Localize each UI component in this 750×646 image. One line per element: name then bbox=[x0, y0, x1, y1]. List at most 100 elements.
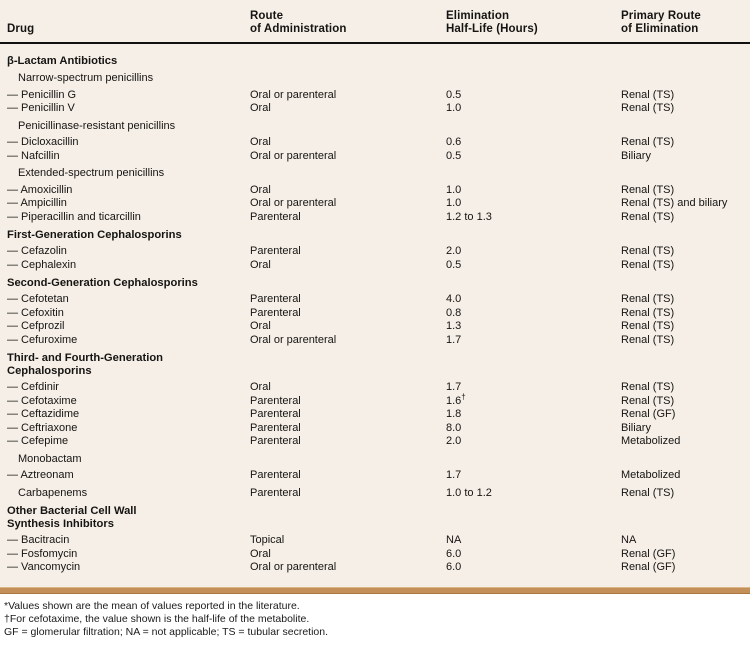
table-row: — Vancomycin Oral or parenteral 6.0 Renal (… bbox=[7, 561, 746, 575]
half-life-cell: 1.3 bbox=[446, 320, 462, 332]
table-row: — Ceftazidime Parenteral 1.8 Renal (GF) bbox=[7, 408, 746, 422]
table-row: — Cephalexin Oral 0.5 Renal (TS) bbox=[7, 259, 746, 273]
half-life-cell: 4.0 bbox=[446, 293, 462, 305]
table-row: — Cefdinir Oral 1.7 Renal (TS) bbox=[7, 381, 746, 395]
table-row: — Cefotetan Parenteral 4.0 Renal (TS) bbox=[7, 293, 746, 307]
route-cell bbox=[250, 505, 446, 531]
section-row: Other Bacterial Cell Wall Synthesis Inhi… bbox=[7, 505, 746, 531]
drug-cell: — Aztreonam bbox=[7, 469, 74, 481]
elimination-cell bbox=[621, 352, 746, 378]
route-cell: Oral bbox=[250, 136, 271, 148]
route-cell: Oral or parenteral bbox=[250, 333, 337, 346]
half-life-cell: 0.5 bbox=[446, 88, 462, 101]
elimination-cell: Metabolized bbox=[621, 435, 681, 447]
table-bottom-bar bbox=[0, 586, 750, 594]
half-life-cell bbox=[446, 453, 621, 467]
elimination-cell: Biliary bbox=[621, 421, 651, 434]
route-cell: Parenteral bbox=[250, 469, 301, 481]
route-cell bbox=[250, 55, 446, 68]
column-header-half-life: Elimination Half-Life (Hours) bbox=[446, 10, 538, 35]
route-cell: Oral or parenteral bbox=[250, 561, 337, 573]
drug-cell: — Cefepime bbox=[7, 435, 69, 447]
half-life-cell: 1.8 bbox=[446, 408, 462, 420]
half-life-cell: NA bbox=[446, 534, 462, 546]
footnote-cefotaxime: †For cefotaxime, the value shown is the … bbox=[4, 612, 310, 625]
elimination-cell: Renal (TS) bbox=[621, 183, 675, 196]
section-row: β-Lactam Antibiotics bbox=[7, 55, 746, 68]
route-cell: Parenteral bbox=[250, 394, 301, 407]
route-cell: Parenteral bbox=[250, 486, 301, 499]
drug-cell: Penicillinase-resistant penicillins bbox=[18, 119, 176, 132]
drug-cell: — Penicillin V bbox=[7, 102, 75, 114]
half-life-cell bbox=[446, 167, 621, 181]
route-cell bbox=[250, 120, 446, 134]
half-life-cell: 1.0 to 1.2 bbox=[446, 486, 492, 499]
half-life-cell: 0.5 bbox=[446, 149, 462, 162]
drug-cell: — Fosfomycin bbox=[7, 547, 78, 560]
drug-cell: Extended-spectrum penicillins bbox=[18, 167, 165, 179]
drug-table: Drug Route of Administration Elimination… bbox=[0, 0, 750, 587]
drug-cell: — Cefprozil bbox=[7, 320, 65, 332]
footnote-values: *Values shown are the mean of values rep… bbox=[4, 599, 300, 612]
half-life-cell bbox=[446, 352, 621, 378]
drug-cell: — Penicillin G bbox=[7, 88, 77, 101]
table-row: — Bacitracin Topical NA NA bbox=[7, 534, 746, 548]
drug-cell: — Cefotaxime bbox=[7, 394, 77, 407]
table-row: — Penicillin V Oral 1.0 Renal (TS) bbox=[7, 102, 746, 116]
half-life-cell: 0.6 bbox=[446, 136, 462, 148]
table-row: — Aztreonam Parenteral 1.7 Metabolized bbox=[7, 469, 746, 483]
half-life-cell bbox=[446, 55, 621, 68]
route-cell: Oral bbox=[250, 320, 271, 332]
half-life-value: 1.6 bbox=[446, 394, 462, 407]
half-life-cell bbox=[446, 229, 621, 242]
drug-cell: — Dicloxacillin bbox=[7, 136, 79, 148]
table-row: — Cefazolin Parenteral 2.0 Renal (TS) bbox=[7, 245, 746, 259]
drug-cell: — Bacitracin bbox=[7, 534, 70, 546]
half-life-cell bbox=[446, 505, 621, 531]
route-cell bbox=[250, 167, 446, 181]
elimination-cell: Renal (TS) bbox=[621, 320, 675, 332]
drug-cell: Narrow-spectrum penicillins bbox=[18, 72, 154, 84]
drug-cell: — Piperacillin and ticarcillin bbox=[7, 210, 141, 223]
table-row: — Cefotaxime Parenteral 1.6† Renal (TS) bbox=[7, 391, 746, 409]
elimination-cell bbox=[621, 72, 746, 86]
route-cell bbox=[250, 277, 446, 290]
half-life-cell bbox=[446, 277, 621, 290]
elimination-cell: Renal (GF) bbox=[621, 561, 676, 573]
section-row: Second-Generation Cephalosporins bbox=[7, 277, 746, 290]
route-cell: Parenteral bbox=[250, 408, 301, 420]
route-cell: Oral bbox=[250, 258, 271, 271]
table-row: — Penicillin G Oral or parenteral 0.5 Renal… bbox=[7, 89, 746, 103]
route-cell: Oral or parenteral bbox=[250, 197, 337, 209]
drug-cell: — Vancomycin bbox=[7, 561, 81, 573]
drug-cell: Carbapenems bbox=[18, 486, 88, 499]
half-life-cell: 1.7 bbox=[446, 469, 462, 481]
table-row: — Ceftriaxone Parenteral 8.0 Biliary bbox=[7, 422, 746, 436]
dagger-footnote-marker: † bbox=[461, 391, 466, 401]
drug-cell: Second-Generation Cephalosporins bbox=[7, 277, 198, 289]
elimination-cell: Renal (TS) bbox=[621, 258, 675, 271]
half-life-cell: 2.0 bbox=[446, 435, 462, 447]
half-life-cell bbox=[446, 120, 621, 134]
elimination-cell bbox=[621, 120, 746, 134]
drug-cell: — Ampicillin bbox=[7, 197, 67, 209]
column-header-route: Route of Administration bbox=[250, 10, 347, 35]
elimination-cell bbox=[621, 167, 746, 181]
elimination-cell: Renal (TS) bbox=[621, 486, 675, 499]
route-cell: Parenteral bbox=[250, 421, 301, 434]
route-cell: Parenteral bbox=[250, 306, 301, 319]
table-row: — Cefepime Parenteral 2.0 Metabolized bbox=[7, 435, 746, 449]
drug-cell: First-Generation Cephalosporins bbox=[7, 229, 182, 241]
route-cell: Oral bbox=[250, 381, 271, 393]
route-cell: Topical bbox=[250, 534, 285, 546]
elimination-cell: Biliary bbox=[621, 149, 651, 162]
elimination-cell: Renal (GF) bbox=[621, 408, 676, 420]
elimination-cell: NA bbox=[621, 534, 637, 546]
half-life-cell: 8.0 bbox=[446, 421, 462, 434]
route-cell: Parenteral bbox=[250, 245, 301, 257]
table-header: Drug Route of Administration Elimination… bbox=[0, 0, 750, 44]
route-cell: Oral bbox=[250, 102, 271, 114]
elimination-cell: Renal (TS) bbox=[621, 381, 675, 393]
subsection-row: Penicillinase-resistant penicillins bbox=[7, 120, 746, 134]
drug-cell: — Cefotetan bbox=[7, 293, 69, 305]
